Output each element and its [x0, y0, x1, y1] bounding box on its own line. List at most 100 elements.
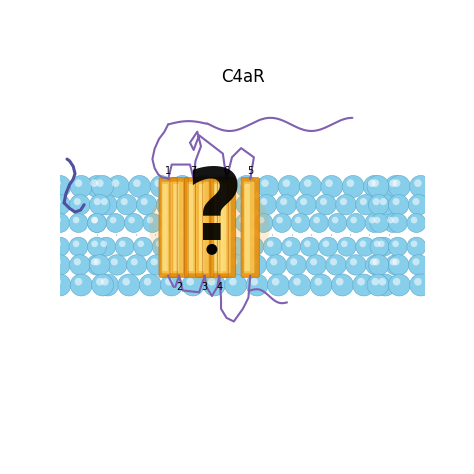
Circle shape [216, 194, 237, 215]
Text: 4: 4 [216, 283, 222, 292]
Text: 3: 3 [201, 283, 208, 292]
Circle shape [295, 217, 301, 223]
Circle shape [353, 274, 375, 296]
Circle shape [74, 258, 81, 265]
Circle shape [369, 217, 375, 223]
Text: ?: ? [185, 164, 243, 261]
Circle shape [374, 274, 396, 296]
Circle shape [385, 175, 407, 197]
Circle shape [86, 175, 108, 197]
Circle shape [70, 274, 92, 296]
Circle shape [50, 255, 70, 275]
Circle shape [236, 175, 257, 197]
Circle shape [374, 217, 380, 223]
Circle shape [88, 237, 107, 256]
Circle shape [346, 179, 354, 187]
Circle shape [254, 213, 273, 232]
Circle shape [250, 258, 257, 265]
Circle shape [320, 198, 327, 205]
Circle shape [340, 198, 347, 205]
FancyBboxPatch shape [220, 182, 231, 273]
Circle shape [34, 258, 41, 265]
Circle shape [225, 274, 246, 296]
Circle shape [30, 255, 50, 275]
Circle shape [373, 258, 380, 265]
Circle shape [414, 179, 422, 187]
Circle shape [171, 258, 178, 265]
Circle shape [118, 274, 140, 296]
Circle shape [364, 175, 385, 197]
FancyBboxPatch shape [199, 184, 204, 271]
Circle shape [407, 213, 426, 232]
FancyBboxPatch shape [245, 184, 250, 271]
Circle shape [90, 194, 110, 215]
Circle shape [203, 274, 225, 296]
Circle shape [54, 217, 61, 223]
Circle shape [341, 240, 347, 247]
Circle shape [286, 255, 306, 275]
Circle shape [267, 274, 289, 296]
Circle shape [199, 213, 218, 232]
Circle shape [125, 213, 144, 232]
Circle shape [296, 194, 316, 215]
FancyBboxPatch shape [218, 178, 236, 277]
Circle shape [236, 213, 255, 232]
Circle shape [258, 217, 264, 223]
Circle shape [32, 237, 51, 256]
Circle shape [36, 217, 42, 223]
Circle shape [380, 198, 387, 205]
Circle shape [147, 217, 154, 223]
Circle shape [32, 278, 40, 285]
Circle shape [73, 240, 80, 247]
Circle shape [69, 237, 88, 256]
Circle shape [49, 274, 71, 296]
Circle shape [336, 278, 344, 285]
FancyBboxPatch shape [163, 184, 168, 271]
Circle shape [32, 213, 51, 232]
Circle shape [191, 258, 198, 265]
Circle shape [115, 237, 134, 256]
Circle shape [30, 194, 50, 215]
Circle shape [346, 213, 365, 232]
Circle shape [276, 217, 283, 223]
Circle shape [428, 194, 449, 215]
Circle shape [414, 278, 422, 285]
Circle shape [392, 198, 400, 205]
Circle shape [54, 240, 61, 247]
Circle shape [390, 258, 397, 265]
Circle shape [350, 258, 357, 265]
Circle shape [387, 217, 394, 223]
Circle shape [217, 213, 236, 232]
Circle shape [360, 198, 367, 205]
Circle shape [428, 255, 449, 275]
Circle shape [370, 258, 377, 265]
Circle shape [374, 237, 393, 256]
Circle shape [300, 175, 321, 197]
Circle shape [161, 274, 182, 296]
Circle shape [282, 237, 301, 256]
Circle shape [373, 198, 380, 205]
Circle shape [161, 198, 168, 205]
Circle shape [336, 194, 356, 215]
Circle shape [107, 175, 129, 197]
Circle shape [293, 278, 301, 285]
Circle shape [146, 255, 167, 275]
Circle shape [75, 179, 82, 187]
Circle shape [270, 258, 277, 265]
Circle shape [100, 198, 108, 205]
Circle shape [392, 240, 399, 247]
Circle shape [283, 179, 290, 187]
Circle shape [365, 213, 384, 232]
Circle shape [90, 255, 110, 275]
Circle shape [310, 258, 317, 265]
Circle shape [310, 274, 332, 296]
Circle shape [97, 274, 118, 296]
Circle shape [189, 237, 208, 256]
Circle shape [370, 213, 389, 232]
Circle shape [152, 237, 171, 256]
Circle shape [393, 179, 401, 187]
Circle shape [151, 258, 158, 265]
Circle shape [332, 217, 338, 223]
Circle shape [180, 213, 199, 232]
Circle shape [91, 274, 114, 296]
